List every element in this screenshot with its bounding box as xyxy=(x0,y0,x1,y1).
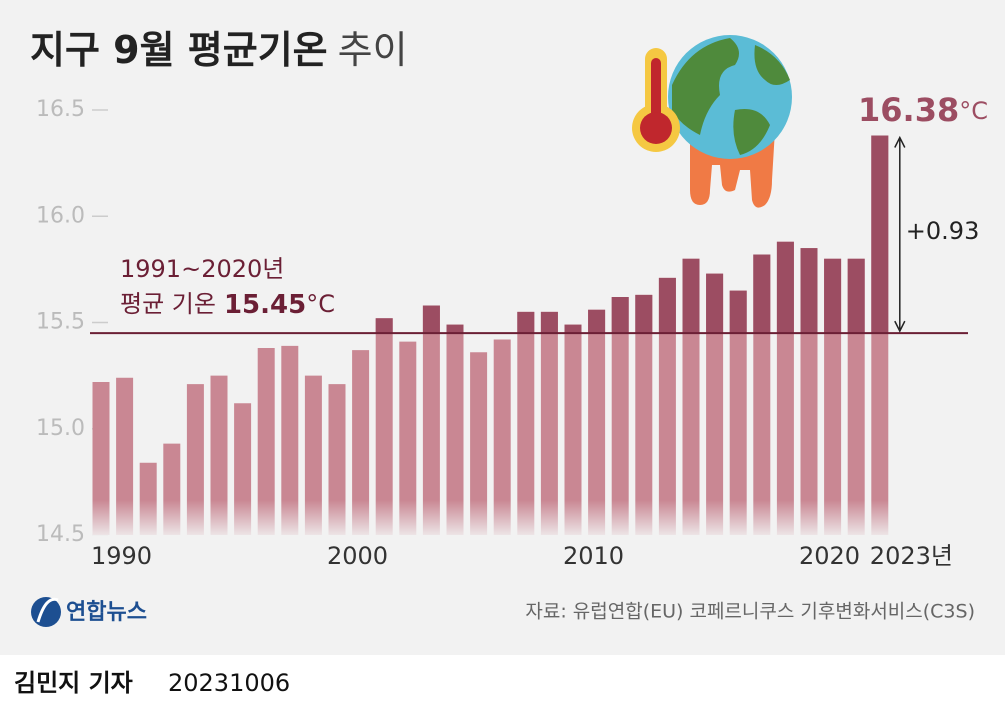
bar-above-average xyxy=(753,254,771,334)
reference-label: 평균 기온 15.45°C xyxy=(120,290,335,320)
bar-above-average xyxy=(422,305,440,334)
bar xyxy=(564,324,582,535)
source: 자료: 유럽연합(EU) 코페르니쿠스 기후변화서비스(C3S) xyxy=(525,601,975,623)
arrow-head-top xyxy=(894,135,906,148)
x-tick-label: 2020 xyxy=(799,542,860,570)
bar-above-average xyxy=(564,324,582,334)
bar-above-average xyxy=(776,241,794,334)
bar xyxy=(611,297,629,535)
bar xyxy=(116,377,134,535)
bar-above-average xyxy=(658,277,676,334)
climate-icon xyxy=(632,35,792,208)
y-tick-label: 16.0 xyxy=(36,203,85,228)
date: 20231006 xyxy=(168,669,290,697)
y-tick-label: 14.5 xyxy=(36,522,85,547)
bar xyxy=(729,290,747,535)
bar-above-average xyxy=(375,318,393,334)
bar xyxy=(540,311,558,535)
bar xyxy=(352,350,370,535)
title-suffix: 추이 xyxy=(338,28,408,72)
bar xyxy=(706,273,724,535)
bar-above-average xyxy=(847,258,865,334)
bar-above-average xyxy=(446,324,464,334)
title-main: 지구 9월 평균기온 xyxy=(30,28,328,72)
logo-text: 연합뉴스 xyxy=(66,599,147,625)
bar xyxy=(375,318,393,535)
bar xyxy=(304,375,322,535)
logo: 연합뉴스 xyxy=(31,597,147,627)
bar-above-average xyxy=(706,273,724,334)
x-tick-label: 2000 xyxy=(327,542,388,570)
plot-area: 14.5 15.0 15.5 16.0 16.5 1990 2000 2010 2020 2023… xyxy=(36,91,988,570)
bar xyxy=(328,384,346,535)
bar-above-average xyxy=(540,311,558,334)
bar-above-average xyxy=(682,258,700,334)
bar xyxy=(635,294,653,535)
difference-label: +0.93 xyxy=(906,217,980,245)
bar xyxy=(257,348,275,535)
y-tick-label: 15.0 xyxy=(36,416,85,441)
peak-unit: °C xyxy=(959,97,988,125)
bar-above-average xyxy=(611,297,629,334)
chart-title: 지구 9월 평균기온 추이 xyxy=(30,28,408,72)
reference-unit: °C xyxy=(306,290,335,318)
bar xyxy=(446,324,464,535)
x-tick-label: 2023년 xyxy=(870,542,953,570)
x-tick-label: 2010 xyxy=(563,542,624,570)
bar-above-average xyxy=(729,290,747,334)
bar-above-average xyxy=(800,248,818,334)
bar xyxy=(399,341,417,535)
peak-label: 16.38°C xyxy=(858,91,988,129)
bar xyxy=(281,345,299,535)
bar xyxy=(517,311,535,535)
bar xyxy=(588,309,606,535)
bar xyxy=(210,375,228,535)
bar xyxy=(186,384,204,535)
bar xyxy=(470,352,488,535)
bar xyxy=(658,277,676,535)
reporter: 김민지 기자 xyxy=(14,669,133,697)
y-tick-label: 15.5 xyxy=(36,310,85,335)
bar-above-average xyxy=(588,309,606,334)
bar-above-average xyxy=(824,258,842,334)
bar-above-average xyxy=(871,135,889,334)
bar xyxy=(422,305,440,535)
reference-period: 1991~2020년 xyxy=(120,255,284,283)
reference-value: 15.45 xyxy=(224,290,306,320)
bar-above-average xyxy=(517,311,535,334)
peak-value: 16.38 xyxy=(858,91,959,129)
bar-above-average xyxy=(635,294,653,334)
bar xyxy=(493,339,511,535)
y-tick-label: 16.5 xyxy=(36,97,85,122)
reference-name: 평균 기온 xyxy=(120,290,216,318)
x-tick-label: 1990 xyxy=(91,542,152,570)
bar xyxy=(92,382,110,535)
bar-fade xyxy=(88,500,898,540)
arrow-head-bottom xyxy=(894,320,906,333)
